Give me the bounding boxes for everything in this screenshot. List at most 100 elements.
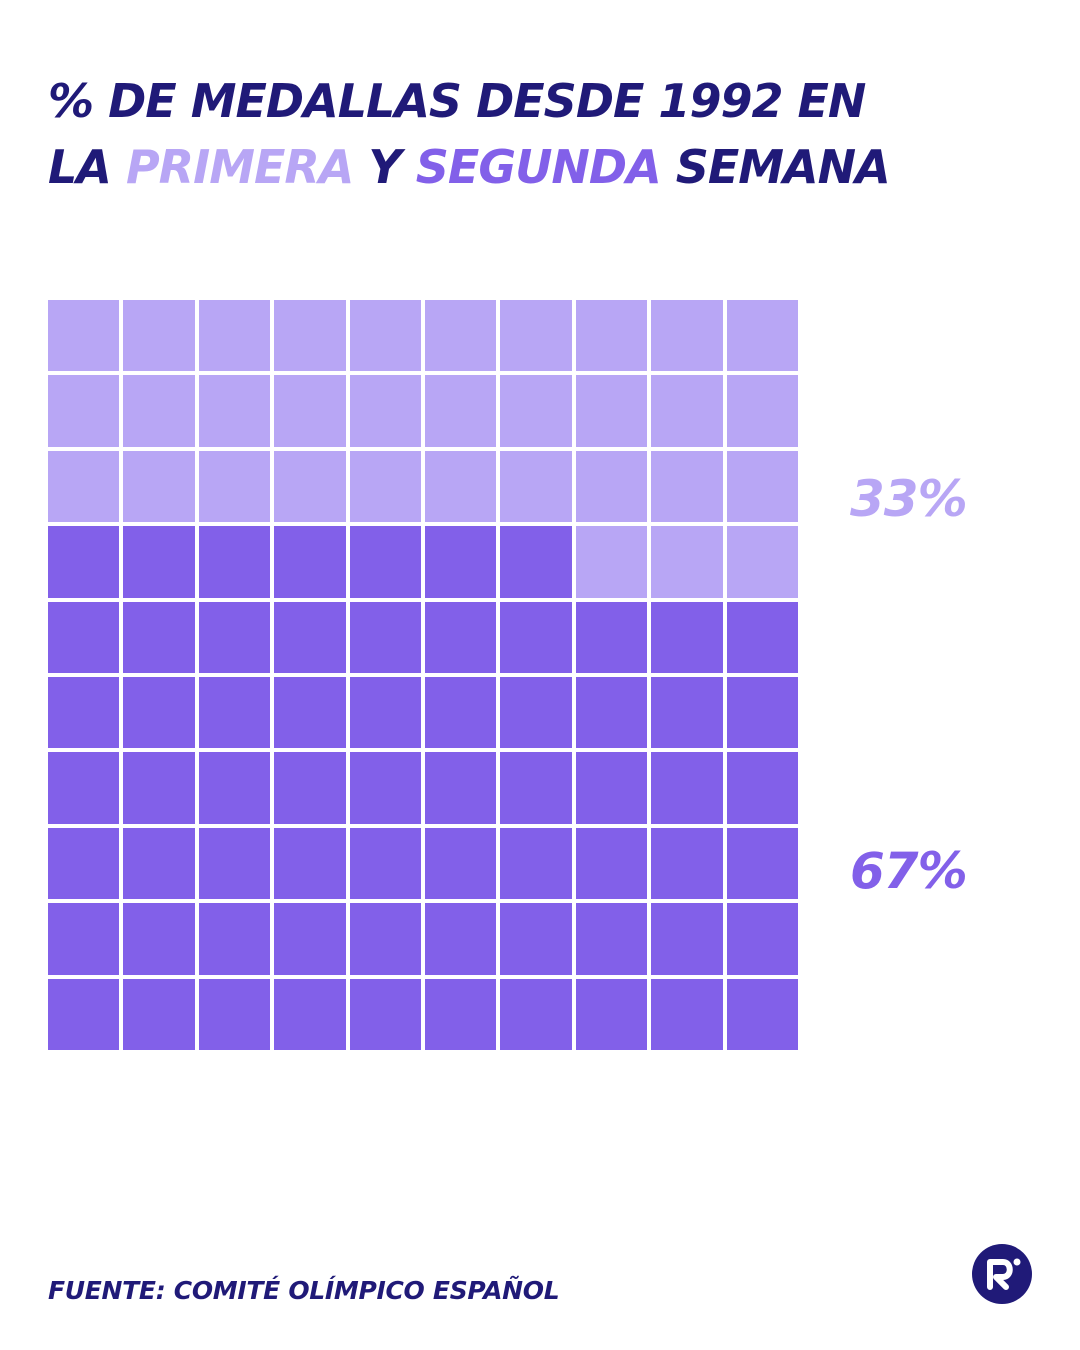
waffle-cell-primera xyxy=(123,375,195,447)
title-line2-prefix: LA xyxy=(48,140,126,194)
waffle-cell-segunda xyxy=(198,601,271,673)
waffle-cell-segunda xyxy=(726,903,798,975)
waffle-cell-segunda xyxy=(726,827,798,900)
waffle-cell-segunda xyxy=(500,526,572,598)
waffle-cell-primera xyxy=(651,450,723,523)
waffle-cell-primera xyxy=(425,300,497,372)
waffle-cell-primera xyxy=(500,375,572,447)
waffle-cell-segunda xyxy=(274,601,346,673)
waffle-cell-segunda xyxy=(425,677,497,749)
waffle-cell-segunda xyxy=(274,526,346,598)
waffle-cell-segunda xyxy=(651,978,723,1050)
waffle-cell-segunda xyxy=(425,827,497,900)
waffle-cell-primera xyxy=(726,450,798,523)
chart-title: % DE MEDALLAS DESDE 1992 EN LA PRIMERA Y… xyxy=(48,68,1048,200)
waffle-cell-primera xyxy=(500,300,572,372)
waffle-cell-primera xyxy=(575,526,648,598)
waffle-cell-segunda xyxy=(123,526,195,598)
waffle-cell-primera xyxy=(651,375,723,447)
waffle-cell-primera xyxy=(48,375,120,447)
waffle-cell-segunda xyxy=(123,752,195,824)
waffle-cell-segunda xyxy=(575,601,648,673)
waffle-cell-segunda xyxy=(500,601,572,673)
source-note: FUENTE: COMITÉ OLÍMPICO ESPAÑOL xyxy=(48,1276,560,1305)
waffle-cell-primera xyxy=(500,450,572,523)
waffle-cell-segunda xyxy=(349,978,421,1050)
waffle-cell-primera xyxy=(726,526,798,598)
waffle-cell-segunda xyxy=(726,677,798,749)
waffle-cell-primera xyxy=(349,450,421,523)
waffle-cell-segunda xyxy=(651,601,723,673)
waffle-cell-segunda xyxy=(425,978,497,1050)
waffle-cell-segunda xyxy=(123,903,195,975)
title-line2-middle: Y xyxy=(353,140,416,194)
waffle-cell-segunda xyxy=(575,827,648,900)
title-line-1: % DE MEDALLAS DESDE 1992 EN xyxy=(48,74,866,128)
waffle-cell-segunda xyxy=(349,903,421,975)
waffle-cell-primera xyxy=(123,300,195,372)
waffle-cell-segunda xyxy=(349,601,421,673)
waffle-cell-primera xyxy=(274,375,346,447)
waffle-cell-segunda xyxy=(425,752,497,824)
waffle-cell-segunda xyxy=(48,903,120,975)
waffle-cell-segunda xyxy=(274,827,346,900)
title-segunda: SEGUNDA xyxy=(415,140,662,194)
waffle-cell-segunda xyxy=(575,752,648,824)
waffle-cell-segunda xyxy=(500,752,572,824)
waffle-cell-segunda xyxy=(123,601,195,673)
waffle-cell-segunda xyxy=(274,978,346,1050)
waffle-cell-segunda xyxy=(198,677,271,749)
title-line2-suffix: SEMANA xyxy=(660,140,891,194)
waffle-cell-segunda xyxy=(48,677,120,749)
waffle-cell-segunda xyxy=(349,526,421,598)
waffle-cell-segunda xyxy=(651,827,723,900)
waffle-cell-segunda xyxy=(651,677,723,749)
waffle-cell-segunda xyxy=(349,827,421,900)
waffle-cell-segunda xyxy=(651,903,723,975)
r-logo-icon xyxy=(972,1244,1032,1304)
waffle-cell-segunda xyxy=(651,752,723,824)
waffle-chart xyxy=(46,298,800,1052)
waffle-cell-segunda xyxy=(726,601,798,673)
waffle-cell-primera xyxy=(651,300,723,372)
waffle-cell-segunda xyxy=(726,752,798,824)
waffle-cell-primera xyxy=(274,300,346,372)
waffle-cell-segunda xyxy=(198,978,271,1050)
waffle-cell-segunda xyxy=(123,677,195,749)
waffle-cell-segunda xyxy=(123,827,195,900)
waffle-cell-primera xyxy=(274,450,346,523)
title-line-2: LA PRIMERA Y SEGUNDA SEMANA xyxy=(48,134,1048,200)
waffle-cell-segunda xyxy=(349,677,421,749)
waffle-cell-segunda xyxy=(198,752,271,824)
waffle-cell-segunda xyxy=(48,526,120,598)
waffle-cell-primera xyxy=(425,450,497,523)
waffle-cell-segunda xyxy=(500,677,572,749)
waffle-cell-segunda xyxy=(575,978,648,1050)
waffle-cell-primera xyxy=(726,375,798,447)
waffle-cell-segunda xyxy=(425,601,497,673)
waffle-cell-primera xyxy=(425,375,497,447)
waffle-cell-primera xyxy=(123,450,195,523)
waffle-cell-segunda xyxy=(425,526,497,598)
waffle-cell-primera xyxy=(48,450,120,523)
waffle-cell-segunda xyxy=(726,978,798,1050)
waffle-cell-segunda xyxy=(500,978,572,1050)
title-primera: PRIMERA xyxy=(125,140,354,194)
waffle-cell-segunda xyxy=(48,978,120,1050)
waffle-cell-segunda xyxy=(198,526,271,598)
waffle-cell-segunda xyxy=(198,903,271,975)
waffle-cell-primera xyxy=(575,375,648,447)
waffle-cell-segunda xyxy=(274,752,346,824)
waffle-cell-primera xyxy=(575,300,648,372)
waffle-cell-segunda xyxy=(349,752,421,824)
waffle-cell-segunda xyxy=(274,677,346,749)
waffle-cell-segunda xyxy=(48,601,120,673)
waffle-cell-primera xyxy=(651,526,723,598)
label-primera-percent: 33% xyxy=(850,470,968,528)
waffle-cell-segunda xyxy=(500,827,572,900)
label-segunda-percent: 67% xyxy=(850,842,968,900)
waffle-cell-primera xyxy=(349,375,421,447)
waffle-cell-segunda xyxy=(425,903,497,975)
waffle-cell-segunda xyxy=(123,978,195,1050)
waffle-cell-segunda xyxy=(575,903,648,975)
